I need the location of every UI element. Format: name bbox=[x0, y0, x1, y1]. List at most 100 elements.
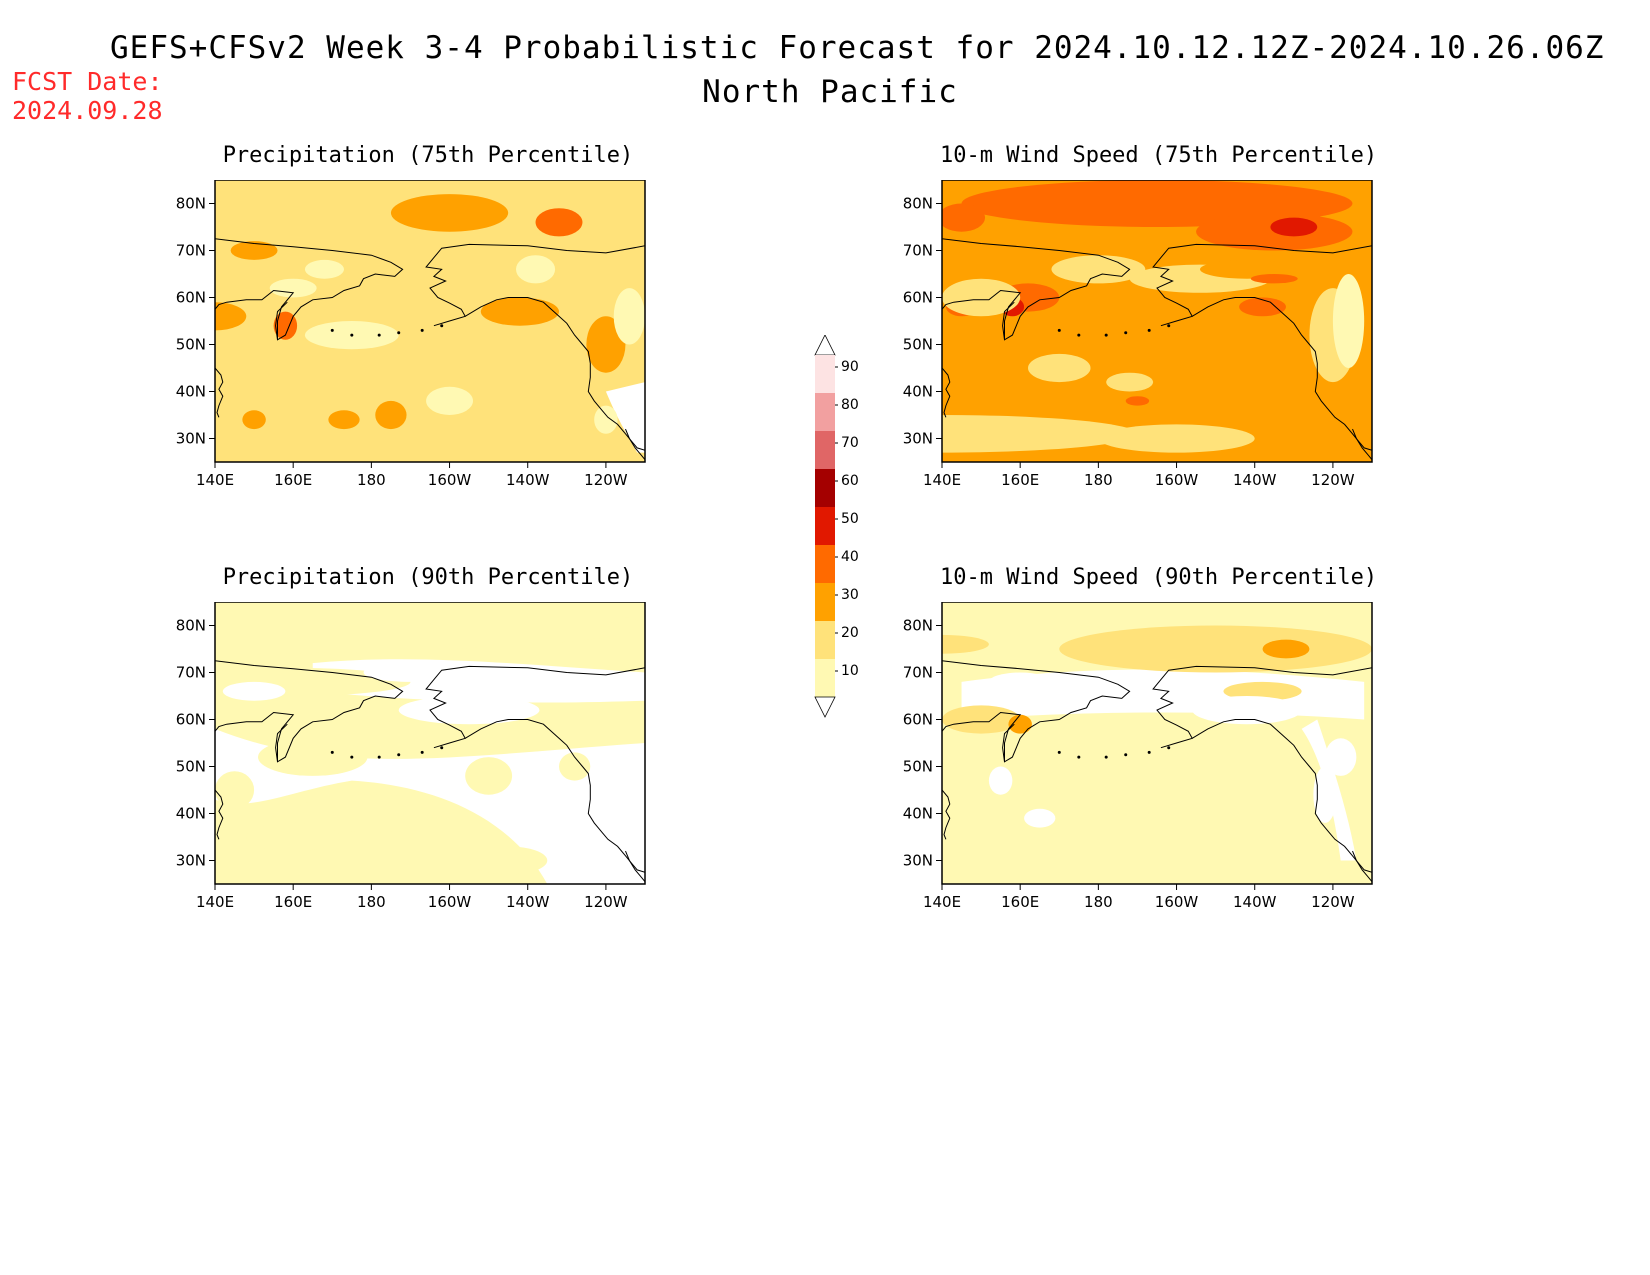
lon-label: 160E bbox=[274, 471, 312, 489]
lon-label: 120W bbox=[584, 471, 628, 489]
island bbox=[1057, 328, 1061, 332]
island bbox=[377, 333, 381, 337]
lon-label: 140W bbox=[1233, 471, 1277, 489]
lon-label: 180 bbox=[1084, 893, 1113, 911]
contour-region bbox=[246, 822, 341, 852]
lon-label: 140W bbox=[506, 471, 550, 489]
island bbox=[397, 331, 401, 335]
coastline bbox=[215, 238, 404, 341]
lat-label: 30N bbox=[176, 430, 206, 448]
lon-label: 140E bbox=[196, 893, 234, 911]
contour-region bbox=[426, 728, 473, 748]
coastline bbox=[942, 367, 951, 418]
map-frame bbox=[941, 180, 1373, 463]
lat-label: 60N bbox=[176, 289, 206, 307]
contour-region bbox=[586, 316, 626, 373]
coastline bbox=[1191, 297, 1372, 451]
contour-region bbox=[1051, 255, 1146, 284]
island bbox=[440, 746, 444, 750]
coastline bbox=[1191, 719, 1372, 873]
colorbar-label-70: 70 bbox=[841, 435, 859, 451]
coastline bbox=[425, 243, 645, 327]
map-panel-wind90: 140E 160E 180 160W 140W 120W 80N 70N 60N 50N 40N 30… bbox=[903, 602, 1373, 911]
island bbox=[1124, 331, 1128, 335]
lon-label: 160E bbox=[274, 893, 312, 911]
probability-colorbar: 90 80 70 60 50 40 30 20 10 bbox=[814, 335, 859, 718]
colorbar-top-cap bbox=[814, 335, 836, 356]
lon-label: 160W bbox=[428, 893, 472, 911]
lat-label: 80N bbox=[903, 195, 933, 213]
colorbar-label-50: 50 bbox=[841, 511, 859, 527]
contour-region bbox=[480, 297, 559, 326]
coastline bbox=[1352, 850, 1372, 883]
contour-region bbox=[398, 696, 540, 725]
island bbox=[420, 328, 424, 332]
contour-region bbox=[1313, 766, 1337, 823]
contour-region bbox=[293, 794, 450, 833]
colorbar-swatch-60 bbox=[815, 469, 835, 507]
island bbox=[1104, 333, 1108, 337]
island bbox=[350, 755, 354, 759]
lon-label: 180 bbox=[1084, 471, 1113, 489]
island bbox=[1057, 750, 1061, 754]
island bbox=[1077, 755, 1081, 759]
lat-label: 50N bbox=[176, 758, 206, 776]
contour-region bbox=[242, 410, 266, 430]
contour-region bbox=[465, 757, 513, 795]
contour-region bbox=[1270, 217, 1318, 237]
contour-region bbox=[942, 278, 1021, 317]
lat-label: 40N bbox=[176, 383, 206, 401]
map-panel-precip75: 140E 160E 180 160W 140W 120W 80N 70N 60N 50N 40N 30… bbox=[176, 180, 646, 489]
map-fill-wind75 bbox=[942, 180, 1372, 462]
map-frame bbox=[214, 180, 646, 463]
contour-region bbox=[1200, 259, 1294, 279]
contour-region bbox=[942, 634, 989, 654]
contour-region bbox=[1098, 424, 1255, 453]
island bbox=[420, 750, 424, 754]
coastline bbox=[464, 297, 645, 451]
coastline bbox=[625, 850, 645, 883]
colorbar-label-60: 60 bbox=[841, 473, 859, 489]
contour-region bbox=[613, 288, 645, 345]
contour-region bbox=[215, 602, 645, 654]
map-panel-wind75: 140E 160E 180 160W 140W 120W 80N 70N 60N 50N 40N 30… bbox=[903, 180, 1373, 489]
contour-region bbox=[516, 255, 556, 284]
colorbar-label-20: 20 bbox=[841, 625, 859, 641]
coastline bbox=[1352, 428, 1372, 461]
contour-region bbox=[1024, 808, 1056, 828]
coastline bbox=[215, 367, 224, 418]
lon-label: 160E bbox=[1001, 471, 1039, 489]
lon-label: 140W bbox=[1233, 893, 1277, 911]
contour-region bbox=[942, 415, 1138, 453]
map-fill-wind90 bbox=[942, 602, 1372, 884]
forecast-title: GEFS+CFSv2 Week 3-4 Probabilistic Foreca… bbox=[110, 30, 1605, 66]
contour-region bbox=[988, 766, 1013, 795]
colorbar-label-90: 90 bbox=[841, 359, 859, 375]
lon-label: 140W bbox=[506, 893, 550, 911]
colorbar-swatch-70 bbox=[815, 431, 835, 469]
colorbar-label-40: 40 bbox=[841, 549, 859, 565]
contour-region bbox=[1250, 274, 1298, 284]
contour-region bbox=[328, 410, 360, 430]
contour-region bbox=[1125, 396, 1150, 406]
no-signal-area bbox=[605, 382, 645, 453]
island bbox=[440, 324, 444, 328]
lat-label: 80N bbox=[176, 195, 206, 213]
lat-label: 70N bbox=[176, 242, 206, 260]
coastline bbox=[275, 723, 288, 762]
lat-label: 40N bbox=[903, 805, 933, 823]
contour-region bbox=[426, 386, 473, 415]
contour-region bbox=[273, 311, 298, 340]
contour-region bbox=[535, 208, 583, 237]
map-fill-precip90 bbox=[215, 602, 645, 884]
lat-label: 60N bbox=[903, 289, 933, 307]
contour-region bbox=[258, 738, 368, 776]
lon-label: 160W bbox=[428, 471, 472, 489]
fcst-date-label: FCST Date: bbox=[12, 67, 163, 96]
lat-label: 70N bbox=[176, 664, 206, 682]
contour-region bbox=[942, 203, 985, 232]
lon-label: 140E bbox=[196, 471, 234, 489]
contour-region bbox=[469, 846, 548, 875]
panel-title-precip75: Precipitation (75th Percentile) bbox=[222, 143, 634, 168]
island bbox=[1147, 328, 1151, 332]
